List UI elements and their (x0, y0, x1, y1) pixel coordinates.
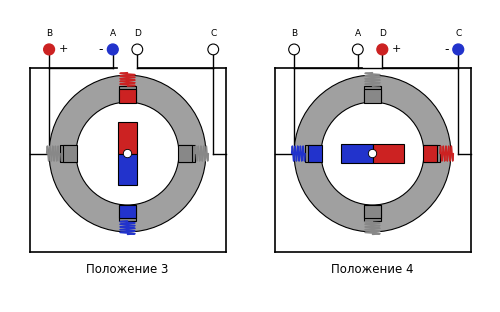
Bar (118, 205, 136, 221)
Text: -: - (444, 43, 448, 56)
Text: +: + (59, 44, 69, 54)
Bar (118, 122, 137, 154)
Bar (179, 145, 195, 162)
Text: B: B (46, 29, 52, 38)
Bar (364, 86, 382, 102)
Circle shape (377, 44, 388, 55)
Circle shape (453, 44, 464, 55)
Bar (364, 205, 382, 221)
Circle shape (132, 44, 142, 55)
Circle shape (368, 149, 376, 158)
Bar (60, 145, 76, 162)
Circle shape (208, 44, 218, 55)
Circle shape (352, 44, 363, 55)
Circle shape (288, 44, 300, 55)
Text: Положение 3: Положение 3 (86, 263, 168, 276)
Text: A: A (110, 29, 116, 38)
Circle shape (44, 44, 54, 55)
Bar (308, 145, 322, 162)
Bar (118, 86, 136, 102)
Text: Положение 4: Положение 4 (331, 263, 414, 276)
Circle shape (294, 75, 451, 232)
Text: -: - (98, 43, 103, 56)
Text: D: D (134, 29, 140, 38)
Circle shape (49, 75, 206, 232)
Circle shape (108, 44, 118, 55)
Text: D: D (379, 29, 386, 38)
Circle shape (321, 102, 424, 205)
Bar (424, 145, 440, 162)
Circle shape (76, 102, 179, 205)
Bar (305, 145, 321, 162)
Bar (364, 89, 382, 103)
Text: A: A (354, 29, 361, 38)
Bar (340, 144, 372, 163)
Bar (118, 204, 136, 218)
Text: C: C (210, 29, 216, 38)
Bar (424, 145, 437, 162)
Bar (63, 145, 76, 162)
Bar (118, 89, 136, 103)
Bar (178, 145, 192, 162)
Text: B: B (291, 29, 297, 38)
Bar (118, 154, 137, 185)
Circle shape (124, 149, 132, 158)
Text: C: C (455, 29, 462, 38)
Bar (372, 144, 404, 163)
Text: +: + (392, 44, 402, 54)
Bar (364, 204, 382, 218)
